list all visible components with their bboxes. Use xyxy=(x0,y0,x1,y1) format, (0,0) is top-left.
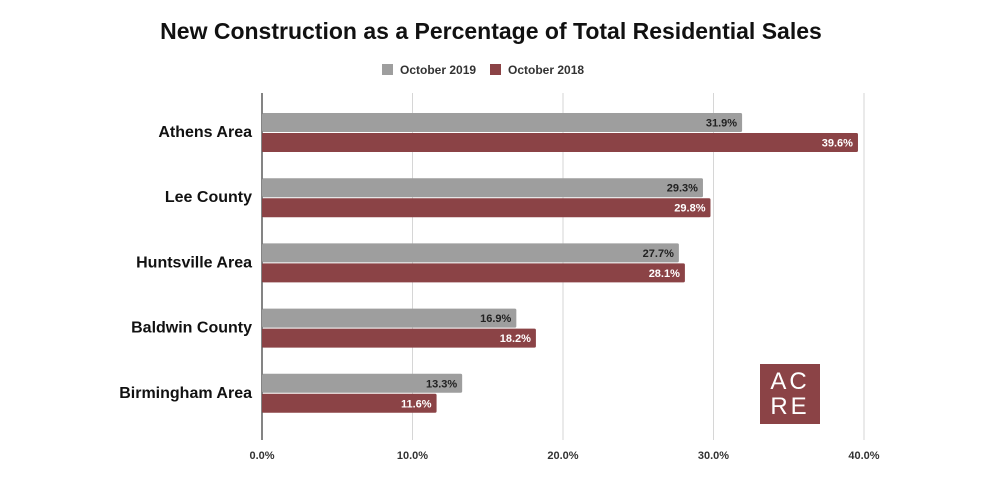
bar-october-2019 xyxy=(262,178,703,198)
bar-october-2018 xyxy=(262,263,685,283)
x-tick-label: 30.0% xyxy=(698,450,729,462)
legend: October 2019 October 2018 xyxy=(382,63,584,77)
bar-october-2019 xyxy=(262,243,679,263)
data-label: 39.6% xyxy=(822,138,853,150)
legend-label: October 2018 xyxy=(508,63,584,77)
bar-october-2018 xyxy=(262,328,536,348)
legend-swatch xyxy=(382,64,393,75)
bar-october-2018 xyxy=(262,393,437,413)
category-label: Birmingham Area xyxy=(119,385,252,402)
category-labels: Athens Area Lee County Huntsville Area Bald… xyxy=(119,124,252,402)
data-label: 16.9% xyxy=(480,313,511,325)
logo-line-2: RE xyxy=(770,393,810,420)
x-tick-label: 40.0% xyxy=(848,450,879,462)
legend-swatch xyxy=(490,64,501,75)
data-label: 11.6% xyxy=(401,398,432,410)
data-label: 13.3% xyxy=(426,378,457,390)
bar-october-2018 xyxy=(262,198,711,218)
data-label: 18.2% xyxy=(500,333,531,345)
data-label: 29.8% xyxy=(674,203,705,215)
x-tick-labels: 0.0% 10.0% 20.0% 30.0% 40.0% xyxy=(249,450,879,462)
logo-line-1: AC xyxy=(770,368,810,395)
bar-october-2018 xyxy=(262,133,858,152)
category-label: Huntsville Area xyxy=(136,254,252,271)
chart-title: New Construction as a Percentage of Tota… xyxy=(160,18,822,44)
x-tick-label: 20.0% xyxy=(547,450,578,462)
data-label: 27.7% xyxy=(643,248,674,260)
bar-october-2019 xyxy=(262,308,517,328)
x-tick-label: 10.0% xyxy=(397,450,428,462)
category-label: Baldwin County xyxy=(131,320,252,337)
bars: 31.9% 39.6% 29.3% 29.8% 27.7% 28.1% 16.9% 18.2%… xyxy=(262,113,858,413)
data-label: 31.9% xyxy=(706,118,737,130)
bar-october-2019 xyxy=(262,373,463,393)
data-label: 28.1% xyxy=(649,268,680,280)
legend-label: October 2019 xyxy=(400,63,476,77)
data-label: 29.3% xyxy=(667,183,698,195)
category-label: Lee County xyxy=(165,189,252,206)
bar-october-2019 xyxy=(262,113,743,132)
category-label: Athens Area xyxy=(158,124,252,141)
acre-logo: AC RE xyxy=(760,364,820,424)
x-tick-label: 0.0% xyxy=(249,450,274,462)
